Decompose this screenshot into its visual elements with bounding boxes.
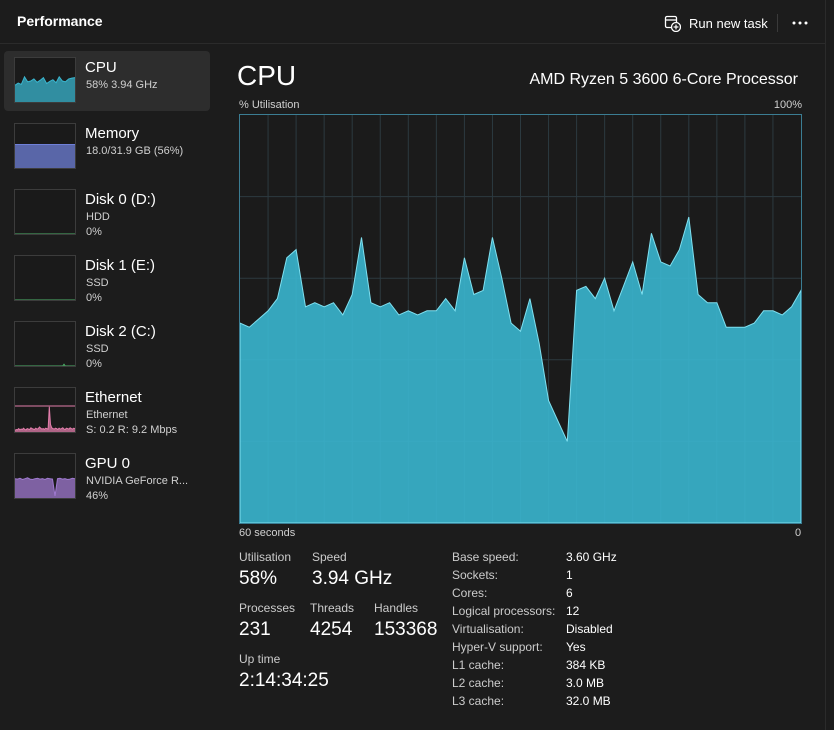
sidebar-item-cpu[interactable]: CPU 58% 3.94 GHz — [4, 51, 210, 111]
spec-value: 1 — [566, 568, 573, 582]
sidebar-item-disk-0[interactable]: Disk 0 (D:) HDD 0% — [4, 183, 210, 243]
more-options-button[interactable] — [789, 12, 811, 34]
thumbnail-area — [15, 477, 75, 498]
uptime-value: 2:14:34:25 — [239, 670, 329, 691]
threads-value: 4254 — [310, 619, 353, 640]
processes-value: 231 — [239, 619, 271, 640]
sidebar-item-usage: 0% — [86, 226, 102, 238]
run-new-task-label: Run new task — [689, 15, 768, 31]
sidebar-item-disk-1[interactable]: Disk 1 (E:) SSD 0% — [4, 249, 210, 309]
disk-1-thumbnail-graph — [14, 255, 76, 301]
sidebar-item-gpu-0[interactable]: GPU 0 NVIDIA GeForce R... 46% — [4, 447, 210, 507]
y-axis-max-label: 100% — [773, 99, 802, 111]
sidebar-item-ethernet[interactable]: Ethernet Ethernet S: 0.2 R: 9.2 Mbps — [4, 381, 210, 441]
sidebar-item-label: GPU 0 — [85, 455, 131, 472]
sidebar-item-detail: Ethernet — [86, 409, 128, 421]
sidebar: CPU 58% 3.94 GHz Memory 18.0/31.9 GB (56… — [4, 51, 210, 513]
spec-label: Virtualisation: — [452, 622, 524, 636]
gpu-0-thumbnail-graph — [14, 453, 76, 499]
speed-value: 3.94 GHz — [312, 568, 393, 589]
y-axis-label: % Utilisation — [239, 99, 300, 111]
sidebar-item-label: Disk 0 (D:) — [85, 191, 156, 208]
sidebar-item-usage: 0% — [86, 358, 102, 370]
sidebar-item-usage: 46% — [86, 490, 109, 502]
thumbnail-line — [15, 75, 75, 86]
title-bar: Performance Run new task — [0, 0, 826, 44]
thumbnail-area — [15, 76, 75, 102]
sidebar-item-detail: SSD — [86, 343, 109, 355]
window-border — [825, 0, 826, 730]
processor-name: AMD Ryzen 5 3600 6-Core Processor — [529, 71, 798, 88]
new-task-icon — [664, 15, 681, 32]
spec-value: 3.0 MB — [566, 676, 605, 690]
uptime-label: Up time — [239, 652, 281, 666]
ethernet-thumbnail-graph — [14, 387, 76, 433]
cpu-usage-area — [240, 216, 801, 523]
sidebar-item-label: Memory — [85, 125, 140, 142]
thumbnail-line — [15, 406, 75, 431]
spec-value: 384 KB — [566, 658, 606, 672]
spec-label: Hyper-V support: — [452, 640, 543, 654]
section-title: CPU — [237, 60, 297, 91]
disk-2-thumbnail-graph — [14, 321, 76, 367]
sidebar-item-memory[interactable]: Memory 18.0/31.9 GB (56%) — [4, 117, 210, 177]
x-axis-label: 60 seconds — [239, 527, 296, 539]
page-title: Performance — [17, 13, 103, 29]
sidebar-item-disk-2[interactable]: Disk 2 (C:) SSD 0% — [4, 315, 210, 375]
sidebar-item-label: CPU — [85, 59, 117, 76]
disk-0-thumbnail-graph — [14, 189, 76, 235]
sidebar-item-usage: S: 0.2 R: 9.2 Mbps — [86, 424, 178, 436]
spec-value: Yes — [566, 640, 586, 654]
sidebar-item-label: Disk 1 (E:) — [85, 257, 156, 274]
spec-label: Cores: — [452, 586, 488, 600]
spec-value: 6 — [566, 586, 573, 600]
more-icon — [792, 21, 808, 25]
cpu-graph-canvas — [240, 115, 801, 523]
sidebar-item-detail: NVIDIA GeForce R... — [86, 475, 189, 487]
handles-label: Handles — [374, 601, 419, 615]
handles-value: 153368 — [374, 619, 438, 640]
spec-label: L2 cache: — [452, 676, 505, 690]
sidebar-item-usage: 0% — [86, 292, 102, 304]
thumbnail-line — [15, 363, 75, 366]
sidebar-item-detail: 58% 3.94 GHz — [86, 79, 158, 91]
spec-value: Disabled — [566, 622, 613, 636]
run-new-task-button[interactable]: Run new task — [664, 12, 768, 34]
sidebar-item-label: Disk 2 (C:) — [85, 323, 156, 340]
thumbnail-line — [15, 477, 75, 496]
sidebar-item-detail: HDD — [86, 211, 110, 223]
speed-label: Speed — [312, 550, 347, 564]
spec-label: Base speed: — [452, 550, 519, 564]
toolbar-divider — [777, 14, 778, 32]
memory-thumbnail-graph — [14, 123, 76, 169]
x-axis-min-label: 0 — [795, 527, 802, 539]
utilisation-value: 58% — [239, 568, 278, 589]
utilisation-label: Utilisation — [239, 550, 292, 564]
sidebar-item-detail: 18.0/31.9 GB (56%) — [86, 145, 184, 157]
threads-label: Threads — [310, 601, 355, 615]
spec-label: L3 cache: — [452, 694, 505, 708]
cpu-thumbnail-graph — [14, 57, 76, 103]
spec-value: 3.60 GHz — [566, 550, 617, 564]
sidebar-item-label: Ethernet — [85, 389, 142, 406]
cpu-utilisation-graph — [239, 114, 802, 524]
processes-label: Processes — [239, 601, 296, 615]
sidebar-item-detail: SSD — [86, 277, 109, 289]
spec-label: L1 cache: — [452, 658, 505, 672]
spec-value: 32.0 MB — [566, 694, 611, 708]
spec-label: Logical processors: — [452, 604, 556, 618]
spec-label: Sockets: — [452, 568, 499, 582]
spec-value: 12 — [566, 604, 580, 618]
thumbnail-area — [15, 144, 75, 168]
